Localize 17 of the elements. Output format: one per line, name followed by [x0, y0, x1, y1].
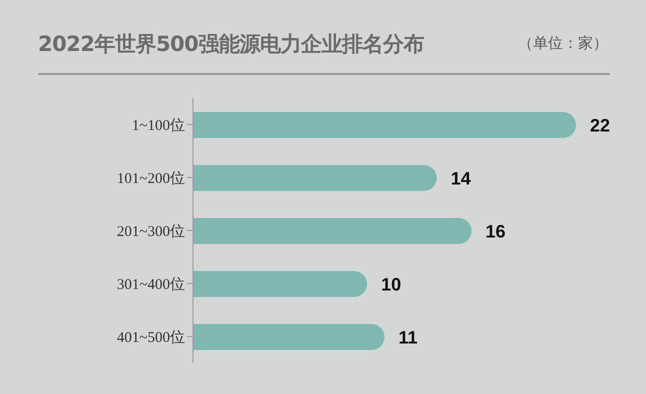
- chart-title: 2022年世界500强能源电力企业排名分布: [38, 31, 424, 58]
- text: （单位：家）: [518, 34, 608, 53]
- data-label: 14: [450, 168, 471, 188]
- y-tick-label: 301~400位: [116, 276, 185, 293]
- bar: [193, 271, 368, 297]
- data-label: 22: [590, 115, 610, 136]
- data-label: 10: [381, 274, 402, 294]
- y-tick-label: 1~100位: [132, 116, 185, 134]
- data-label: 11: [398, 327, 418, 348]
- y-tick-label: 401~500位: [116, 328, 185, 346]
- bar: [193, 165, 437, 191]
- y-tick-label: 201~300位: [116, 222, 185, 240]
- bar: [193, 112, 576, 138]
- data-label: 16: [486, 221, 506, 242]
- bar: [193, 218, 472, 244]
- y-tick-label: 101~200位: [116, 170, 185, 187]
- bar: [193, 324, 384, 350]
